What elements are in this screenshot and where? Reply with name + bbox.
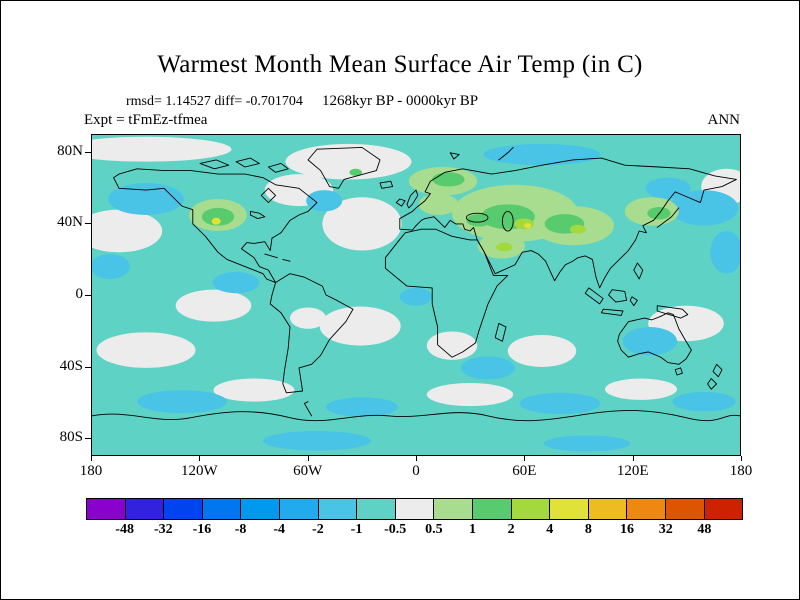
lon-tick-label: 180 [79,463,103,479]
coast-australia [617,312,692,365]
coast-hudson-bay [260,187,277,203]
colorbar-box [124,498,165,520]
colorbar-box [278,498,319,520]
colorbar-box [549,498,589,520]
coast-svalbard [449,152,460,160]
coast-java [600,308,624,316]
lon-tick-mark [524,456,526,461]
comparison-period: 1268kyr BP - 0000kyr BP [321,93,479,109]
coast-novaya-zemlya [498,147,514,161]
lon-tick-mark [741,456,742,461]
colorbar-box [703,498,744,520]
rmsd-diff-stats: rmsd= 1.14527 diff= -0.701704 [126,94,303,109]
colorbar-tick-label: 0.5 [425,522,443,537]
lon-tick-label: 60E [512,463,537,479]
colorbar-box [626,498,666,520]
colorbar-tick-label: 2 [507,522,515,537]
colorbar-tick-label: -1 [350,522,363,537]
coast-north-america [113,168,318,283]
lat-tick-mark [85,223,91,225]
colorbar [86,498,744,520]
coast-tasmania [674,367,683,376]
lon-tick-mark [91,456,92,461]
coast-great-lakes [249,211,266,219]
coast-antarctic-peninsula [303,401,313,417]
lon-tick-mark [416,456,417,461]
colorbar-tick-label: 16 [620,522,635,537]
coast-eurasia [399,157,737,289]
coast-iceland [379,180,394,189]
colorbar-box [86,498,126,520]
world-map [91,134,741,456]
coast-black-sea [465,212,489,223]
lat-tick-label: 80N [57,142,83,159]
near-zero-regions [92,136,740,407]
season-label: ANN [707,112,741,128]
coast-sumatra [584,287,604,305]
coast-caribbean [264,253,291,262]
lat-tick-mark [85,295,91,296]
colorbar-tick-label: 1 [468,522,476,537]
colorbar-tick-label: -32 [153,522,173,537]
coast-madagascar [494,323,507,342]
lon-tick-label: 180 [729,463,753,479]
colorbar-tick-label: -16 [192,522,212,537]
colorbar-tick-label: 48 [697,522,712,537]
lat-tick-label: 0 [75,286,84,302]
colorbar-box [587,498,628,520]
coast-philippines [633,262,644,280]
experiment-label: Expt = tFmEz-tfmea [84,112,208,128]
colorbar-tick-label: -0.5 [384,522,407,537]
lat-tick-mark [85,438,91,440]
coast-japan [656,207,680,228]
lat-tick-label: 40N [57,214,83,231]
colorbar-box [201,498,242,520]
lon-tick-mark [632,456,634,461]
colorbar-tick-label: -48 [115,522,134,537]
lon-tick-label: 60W [293,463,323,479]
colorbar-box [240,498,280,520]
lat-tick-label: 80S [59,429,83,446]
coast-arctic-islands [199,157,289,173]
lat-tick-label: 40S [59,357,83,374]
coast-borneo [608,289,628,303]
colorbar-tick-label: 4 [546,522,554,537]
colorbar-box [394,498,435,520]
colorbar-box [471,498,512,520]
colorbar-tick-label: 8 [584,522,592,537]
cool-regions [92,143,740,452]
colorbar-box [163,498,203,520]
lon-tick-mark [199,456,201,461]
lon-tick-mark [307,456,309,461]
warm-regions-strong [211,217,587,252]
coast-africa [384,228,509,358]
plot-title: Warmest Month Mean Surface Air Temp (in … [157,51,643,78]
lon-tick-label: 0 [412,463,420,479]
colorbar-box [433,498,473,520]
colorbar-tick-label: 32 [658,522,673,537]
colorbar-box [356,498,396,520]
colorbar-box [317,498,358,520]
lat-tick-mark [85,366,91,368]
coast-caspian-sea [501,211,514,232]
anomaly-field-svg [92,135,740,455]
lon-tick-label: 120E [616,463,649,479]
coast-new-guinea [656,305,689,319]
coastlines [92,147,740,422]
coast-britain [395,189,419,209]
lat-tick-mark [85,151,91,153]
coast-antarctica [92,410,740,422]
colorbar-box [510,498,551,520]
colorbar-box [664,498,705,520]
lon-tick-label: 120W [180,463,218,479]
coast-greenland [307,147,381,189]
coast-south-america [269,273,354,394]
coast-new-zealand [707,363,723,390]
coast-sulawesi [629,296,638,307]
colorbar-tick-label: -8 [234,522,247,537]
colorbar-tick-label: -2 [312,522,324,537]
colorbar-tick-label: -4 [273,522,286,537]
